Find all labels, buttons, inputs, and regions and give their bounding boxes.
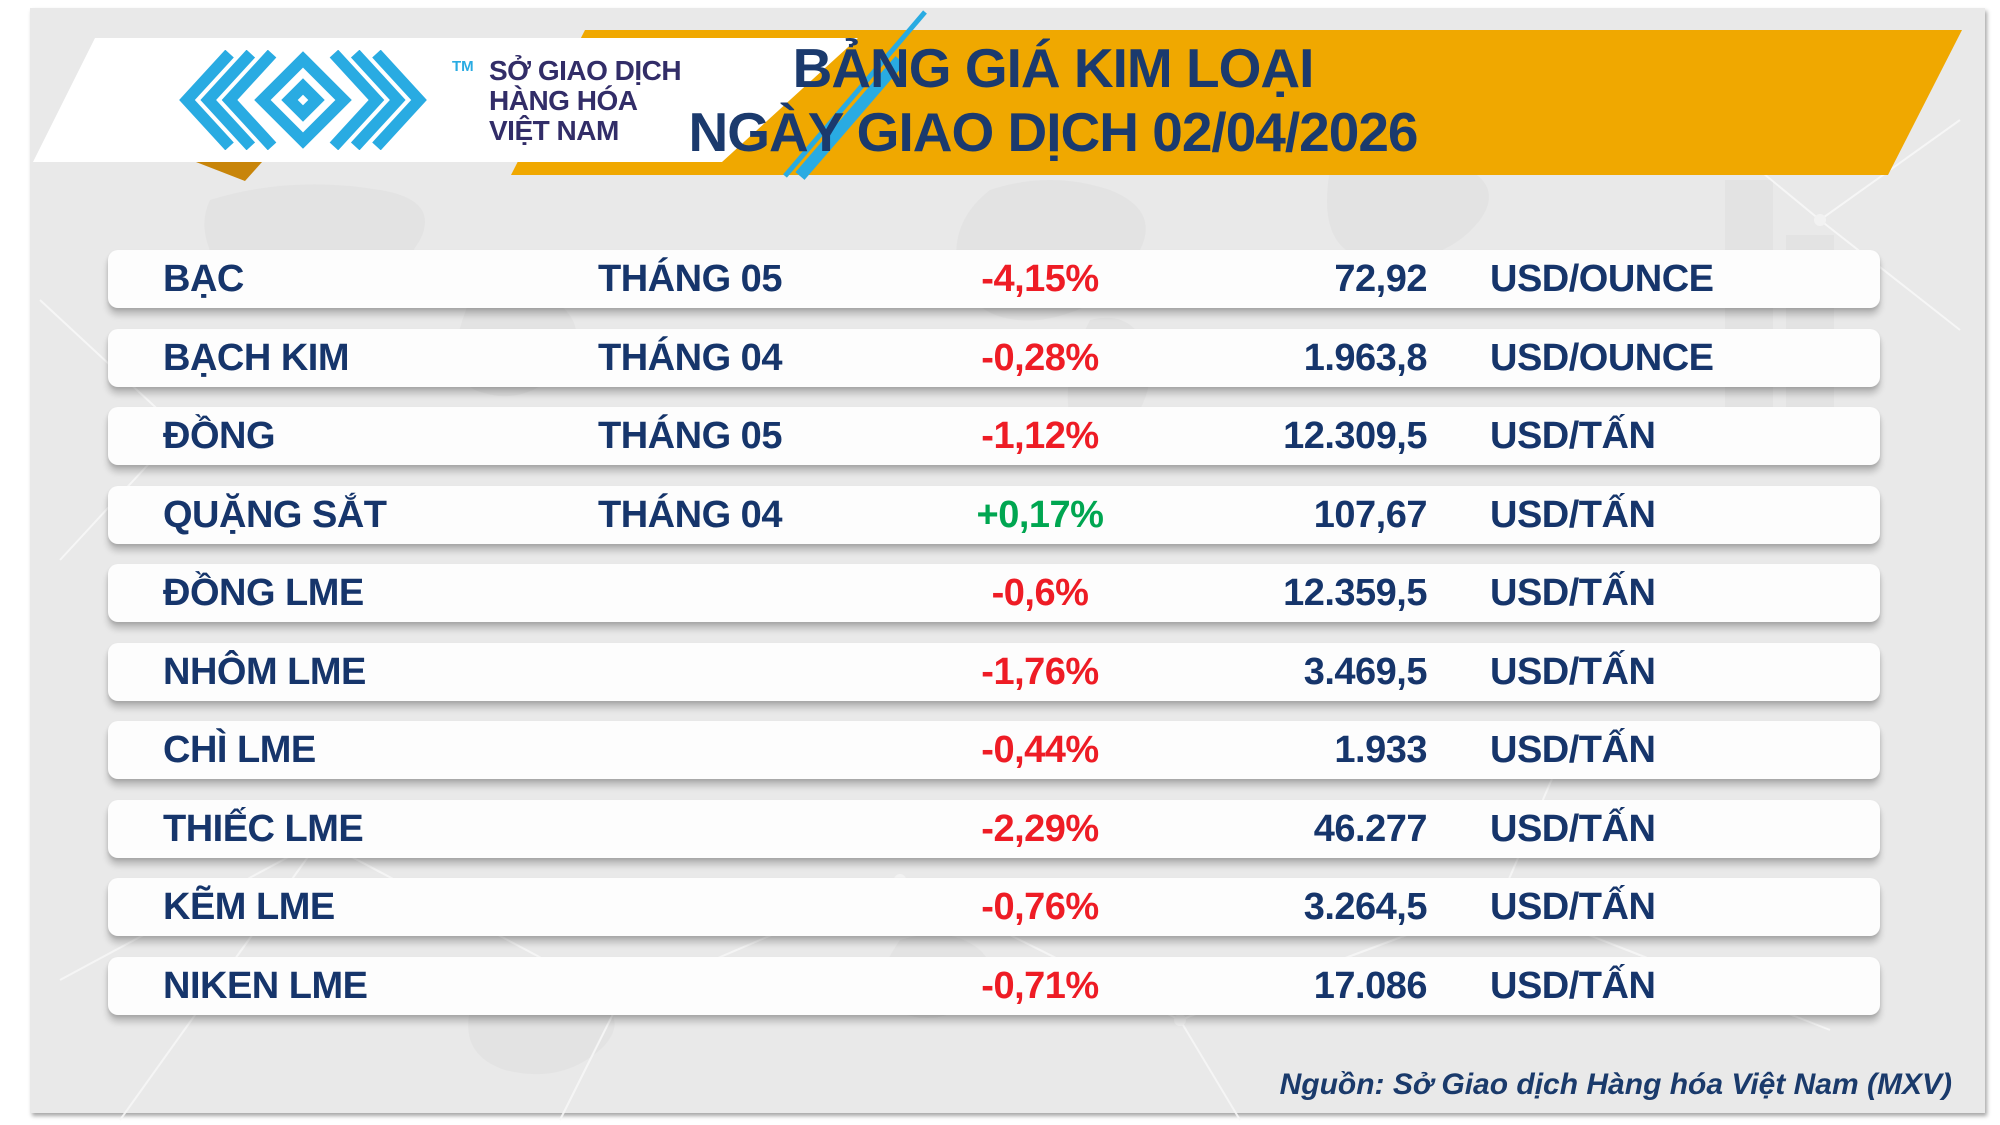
price-value: 3.264,5 — [1303, 885, 1428, 928]
price-unit: USD/OUNCE — [1490, 336, 1714, 379]
change-percent: -1,12% — [981, 414, 1099, 457]
commodity-name: NIKEN LME — [163, 964, 368, 1007]
change-percent: -0,71% — [981, 964, 1099, 1007]
price-value: 12.359,5 — [1283, 571, 1427, 614]
change-percent: -0,76% — [981, 885, 1099, 928]
price-unit: USD/TẤN — [1490, 728, 1656, 771]
price-unit: USD/TẤN — [1490, 650, 1656, 693]
commodity-name: ĐỒNG LME — [163, 571, 364, 614]
table-row: ĐỒNG LME -0,6% 12.359,5 USD/TẤN — [108, 564, 1880, 622]
contract-month: THÁNG 04 — [598, 336, 782, 379]
change-percent: -0,6% — [991, 571, 1089, 614]
commodity-name: BẠC — [163, 257, 244, 300]
change-percent: -0,44% — [981, 728, 1099, 771]
commodity-name: CHÌ LME — [163, 728, 316, 771]
table-row: KẼM LME -0,76% 3.264,5 USD/TẤN — [108, 878, 1880, 936]
table-row: NIKEN LME -0,71% 17.086 USD/TẤN — [108, 957, 1880, 1015]
price-unit: USD/TẤN — [1490, 964, 1656, 1007]
price-unit: USD/TẤN — [1490, 571, 1656, 614]
table-row: ĐỒNG THÁNG 05 -1,12% 12.309,5 USD/TẤN — [108, 407, 1880, 465]
price-unit: USD/TẤN — [1490, 414, 1656, 457]
source-note: Nguồn: Sở Giao dịch Hàng hóa Việt Nam (M… — [1279, 1068, 1952, 1101]
price-unit: USD/OUNCE — [1490, 257, 1714, 300]
price-value: 12.309,5 — [1283, 414, 1427, 457]
table-row: NHÔM LME -1,76% 3.469,5 USD/TẤN — [108, 643, 1880, 701]
commodity-name: THIẾC LME — [163, 807, 364, 850]
commodity-name: BẠCH KIM — [163, 336, 349, 379]
price-value: 107,67 — [1313, 493, 1428, 536]
price-value: 3.469,5 — [1303, 650, 1428, 693]
table-row: QUẶNG SẮT THÁNG 04 +0,17% 107,67 USD/TẤN — [108, 486, 1880, 544]
price-unit: USD/TẤN — [1490, 885, 1656, 928]
commodity-name: NHÔM LME — [163, 650, 366, 693]
change-percent: -2,29% — [981, 807, 1099, 850]
price-unit: USD/TẤN — [1490, 807, 1656, 850]
price-value: 17.086 — [1313, 964, 1428, 1007]
commodity-name: ĐỒNG — [163, 414, 276, 457]
price-unit: USD/TẤN — [1490, 493, 1656, 536]
change-percent: -1,76% — [981, 650, 1099, 693]
contract-month: THÁNG 04 — [598, 493, 782, 536]
price-value: 72,92 — [1334, 257, 1427, 300]
change-percent: +0,17% — [976, 493, 1104, 536]
price-value: 1.933 — [1334, 728, 1427, 771]
table-row: BẠCH KIM THÁNG 04 -0,28% 1.963,8 USD/OUNCE — [108, 329, 1880, 387]
table-row: CHÌ LME -0,44% 1.933 USD/TẤN — [108, 721, 1880, 779]
table-row: BẠC THÁNG 05 -4,15% 72,92 USD/OUNCE — [108, 250, 1880, 308]
table-row: THIẾC LME -2,29% 46.277 USD/TẤN — [108, 800, 1880, 858]
change-percent: -0,28% — [981, 336, 1099, 379]
commodity-name: KẼM LME — [163, 885, 335, 928]
change-percent: -4,15% — [981, 257, 1099, 300]
commodity-name: QUẶNG SẮT — [163, 493, 387, 536]
price-value: 1.963,8 — [1303, 336, 1428, 379]
price-value: 46.277 — [1313, 807, 1428, 850]
contract-month: THÁNG 05 — [598, 414, 782, 457]
contract-month: THÁNG 05 — [598, 257, 782, 300]
